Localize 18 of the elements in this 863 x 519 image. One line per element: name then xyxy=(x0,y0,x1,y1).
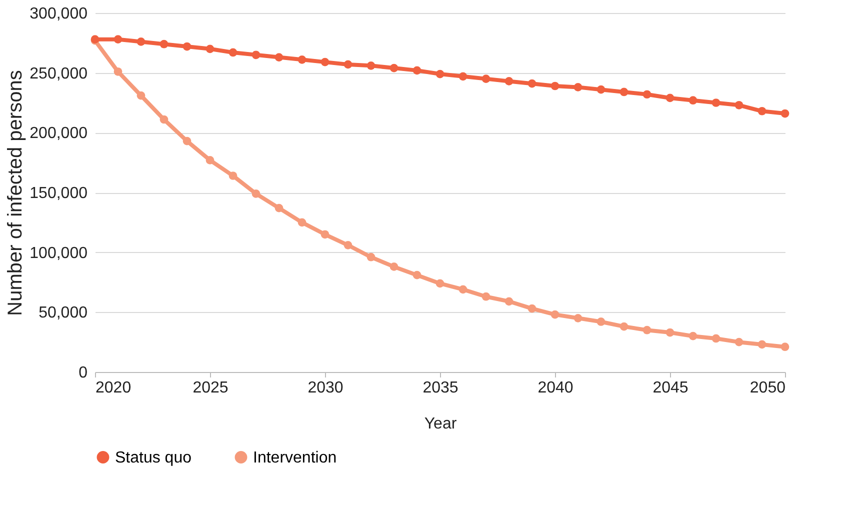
x-tick-label: 2050 xyxy=(750,380,786,396)
y-tick-label: 50,000 xyxy=(38,304,88,322)
y-axis-title: Number of infected persons xyxy=(4,70,27,316)
y-tick-label: 300,000 xyxy=(30,6,88,22)
x-axis-title: Year xyxy=(424,416,458,432)
y-tick-label: 250,000 xyxy=(30,65,88,82)
y-tick-label: 0 xyxy=(78,364,88,382)
x-tick-label: 2020 xyxy=(96,380,132,396)
x-tick-label: 2045 xyxy=(652,380,688,396)
y-tick-label: 100,000 xyxy=(30,244,88,262)
x-tick-label: 2030 xyxy=(308,380,344,396)
x-tick-label: 2040 xyxy=(538,380,574,396)
y-tick-label: 200,000 xyxy=(30,125,88,142)
legend-label: Intervention xyxy=(253,449,337,466)
x-tick-label: 2025 xyxy=(192,380,228,396)
y-tick-label: 150,000 xyxy=(30,185,88,202)
legend-label: Status quo xyxy=(115,449,192,466)
x-tick-label: 2035 xyxy=(422,380,458,396)
